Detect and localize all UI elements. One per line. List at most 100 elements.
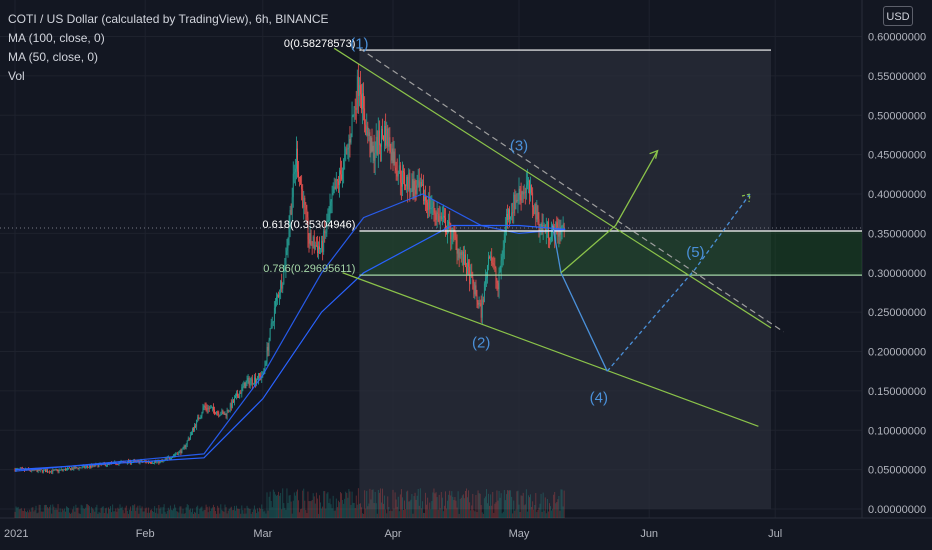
candle-body <box>359 85 360 96</box>
volume-bar <box>166 510 168 518</box>
volume-bar <box>124 507 126 518</box>
candle-body <box>476 295 478 302</box>
candle-body <box>223 412 225 415</box>
volume-bar <box>247 507 249 518</box>
volume-bar <box>130 506 131 518</box>
volume-bar <box>168 509 170 518</box>
candle-body <box>345 148 347 154</box>
candle-body <box>84 466 86 468</box>
volume-bar <box>509 490 510 518</box>
volume-bar <box>553 494 555 518</box>
candle-body <box>249 380 251 386</box>
candle-body <box>285 250 287 268</box>
candle-body <box>220 414 222 416</box>
candle-body <box>372 145 374 152</box>
candle-body <box>489 257 490 259</box>
candle-body <box>397 173 399 177</box>
volume-bar <box>529 497 530 518</box>
volume-bar <box>319 495 320 518</box>
candle-body <box>61 469 63 471</box>
candle-body <box>224 413 226 415</box>
indicator-ma50[interactable]: MA (50, close, 0) <box>8 50 99 64</box>
volume-bar <box>452 496 454 518</box>
candle-body <box>413 180 415 197</box>
candle-body <box>355 107 357 110</box>
candle-body <box>53 469 55 471</box>
candle-body <box>41 469 43 473</box>
candle-body <box>410 191 412 193</box>
volume-bar <box>257 508 258 518</box>
price-axis[interactable]: 0.60000000 0.55000000 0.50000000 0.45000000… <box>868 32 926 517</box>
volume-bar <box>336 507 338 518</box>
volume-bar <box>165 513 167 518</box>
candle-body <box>296 148 297 169</box>
volume-bar <box>110 506 111 518</box>
volume-bar <box>60 512 62 518</box>
volume-bar <box>318 513 319 518</box>
candle-body <box>354 106 356 108</box>
volume-bar <box>330 504 332 518</box>
y-tick-label: 0.60000000 <box>868 32 926 44</box>
volume-bar <box>508 490 509 518</box>
volume-bar <box>210 508 212 518</box>
volume-bar <box>408 501 410 518</box>
candle-body <box>35 469 37 471</box>
volume-bar <box>82 508 84 518</box>
volume-bar <box>83 509 85 518</box>
volume-bar <box>208 506 210 518</box>
candle-body <box>562 224 564 226</box>
volume-bar <box>141 506 143 518</box>
candle-body <box>525 185 527 193</box>
volume-bar <box>389 510 391 518</box>
symbol-title[interactable]: COTI / US Dollar (calculated by TradingV… <box>8 12 329 26</box>
candle-body <box>46 470 47 473</box>
y-tick-label: 0.00000000 <box>868 504 926 516</box>
volume-bar <box>203 509 205 518</box>
candle-body <box>369 132 371 154</box>
currency-button[interactable]: USD <box>883 6 913 26</box>
volume-bar <box>356 504 358 518</box>
candle-body <box>277 295 278 298</box>
volume-bar <box>288 495 290 518</box>
candle-body <box>191 431 192 435</box>
candle-body <box>287 237 289 249</box>
candle-body <box>548 222 549 239</box>
volume-bar <box>371 489 373 518</box>
candle-body <box>314 245 316 249</box>
volume-bar <box>431 501 433 518</box>
time-axis[interactable]: 2021 Feb Mar Apr May Jun Jul <box>4 528 782 540</box>
candle-body <box>217 412 219 414</box>
candle-body <box>493 264 495 266</box>
volume-bar <box>215 510 216 518</box>
volume-bar <box>472 493 474 518</box>
volume-bar <box>169 505 171 518</box>
volume-bar <box>195 512 197 518</box>
candle-body <box>213 406 214 410</box>
volume-bar <box>264 510 266 518</box>
volume-bar <box>439 508 441 518</box>
candle-body <box>467 262 468 274</box>
volume-bar <box>349 491 351 518</box>
volume-bar <box>48 508 50 518</box>
wave-label: (4) <box>590 390 608 407</box>
candle-body <box>327 220 329 222</box>
volume-bar <box>42 511 44 518</box>
volume-bar <box>187 505 189 518</box>
volume-bar <box>250 513 252 518</box>
volume-bar <box>526 511 528 518</box>
candle-body <box>218 412 220 416</box>
volume-bar <box>293 492 295 518</box>
volume-bar <box>501 513 503 518</box>
volume-bar <box>255 509 256 518</box>
volume-bar <box>419 488 421 518</box>
volume-bar <box>384 495 386 518</box>
candle-body <box>516 199 518 201</box>
indicator-ma100[interactable]: MA (100, close, 0) <box>8 31 105 45</box>
candle-body <box>117 464 119 466</box>
volume-bar <box>549 503 550 518</box>
candle-body <box>193 428 194 431</box>
volume-bar <box>294 495 296 518</box>
candle-body <box>387 128 389 147</box>
indicator-volume[interactable]: Vol <box>8 69 25 83</box>
